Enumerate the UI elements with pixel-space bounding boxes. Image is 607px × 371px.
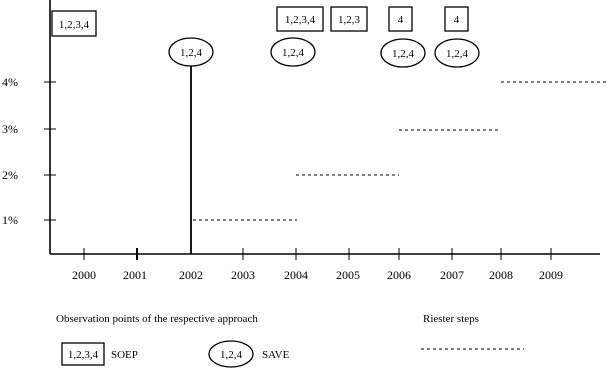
x-label-2008: 2008 — [489, 268, 513, 282]
legend-save-label: SAVE — [262, 349, 290, 361]
svg-text:1,2,3,4: 1,2,3,4 — [285, 14, 316, 26]
y-label-2: 2% — [2, 168, 18, 182]
svg-text:1,2,4: 1,2,4 — [220, 349, 243, 361]
soep-box-2006: 4 — [388, 6, 413, 32]
x-label-2002: 2002 — [179, 268, 203, 282]
legend-save-oval: 1,2,4 — [208, 340, 254, 368]
svg-text:1,2,3,4: 1,2,3,4 — [68, 349, 99, 361]
svg-text:1,2,4: 1,2,4 — [392, 48, 415, 60]
x-label-2004: 2004 — [284, 268, 308, 282]
x-label-2000: 2000 — [72, 268, 96, 282]
save-oval-2006: 1,2,4 — [380, 38, 426, 68]
legend-riester-title: Riester steps — [423, 313, 479, 325]
y-label-4: 4% — [2, 75, 18, 89]
svg-text:4: 4 — [398, 14, 404, 26]
svg-text:1,2,4: 1,2,4 — [180, 47, 203, 59]
legend-soep-label: SOEP — [111, 349, 138, 361]
svg-text:1,2,3,4: 1,2,3,4 — [59, 19, 90, 31]
svg-text:1,2,3: 1,2,3 — [338, 14, 361, 26]
save-oval-2004: 1,2,4 — [270, 37, 316, 67]
save-oval-2002: 1,2,4 — [168, 37, 214, 67]
svg-text:1,2,4: 1,2,4 — [446, 48, 469, 60]
x-label-2005: 2005 — [336, 268, 360, 282]
svg-text:4: 4 — [454, 14, 460, 26]
x-label-2001: 2001 — [123, 268, 147, 282]
svg-text:1,2,4: 1,2,4 — [282, 47, 305, 59]
x-label-2003: 2003 — [231, 268, 255, 282]
legend-observation-title: Observation points of the respective app… — [56, 313, 258, 325]
x-label-2007: 2007 — [440, 268, 464, 282]
x-label-2006: 2006 — [387, 268, 411, 282]
legend-soep-box: 1,2,3,4 — [61, 342, 105, 366]
y-label-3: 3% — [2, 122, 18, 136]
y-label-1: 1% — [2, 213, 18, 227]
x-label-2009: 2009 — [539, 268, 563, 282]
soep-box-2000: 1,2,3,4 — [51, 10, 97, 37]
soep-box-2004: 1,2,3,4 — [276, 6, 324, 32]
soep-box-2005: 1,2,3 — [330, 6, 368, 32]
save-oval-2007: 1,2,4 — [434, 38, 480, 68]
soep-box-2007: 4 — [444, 6, 469, 32]
